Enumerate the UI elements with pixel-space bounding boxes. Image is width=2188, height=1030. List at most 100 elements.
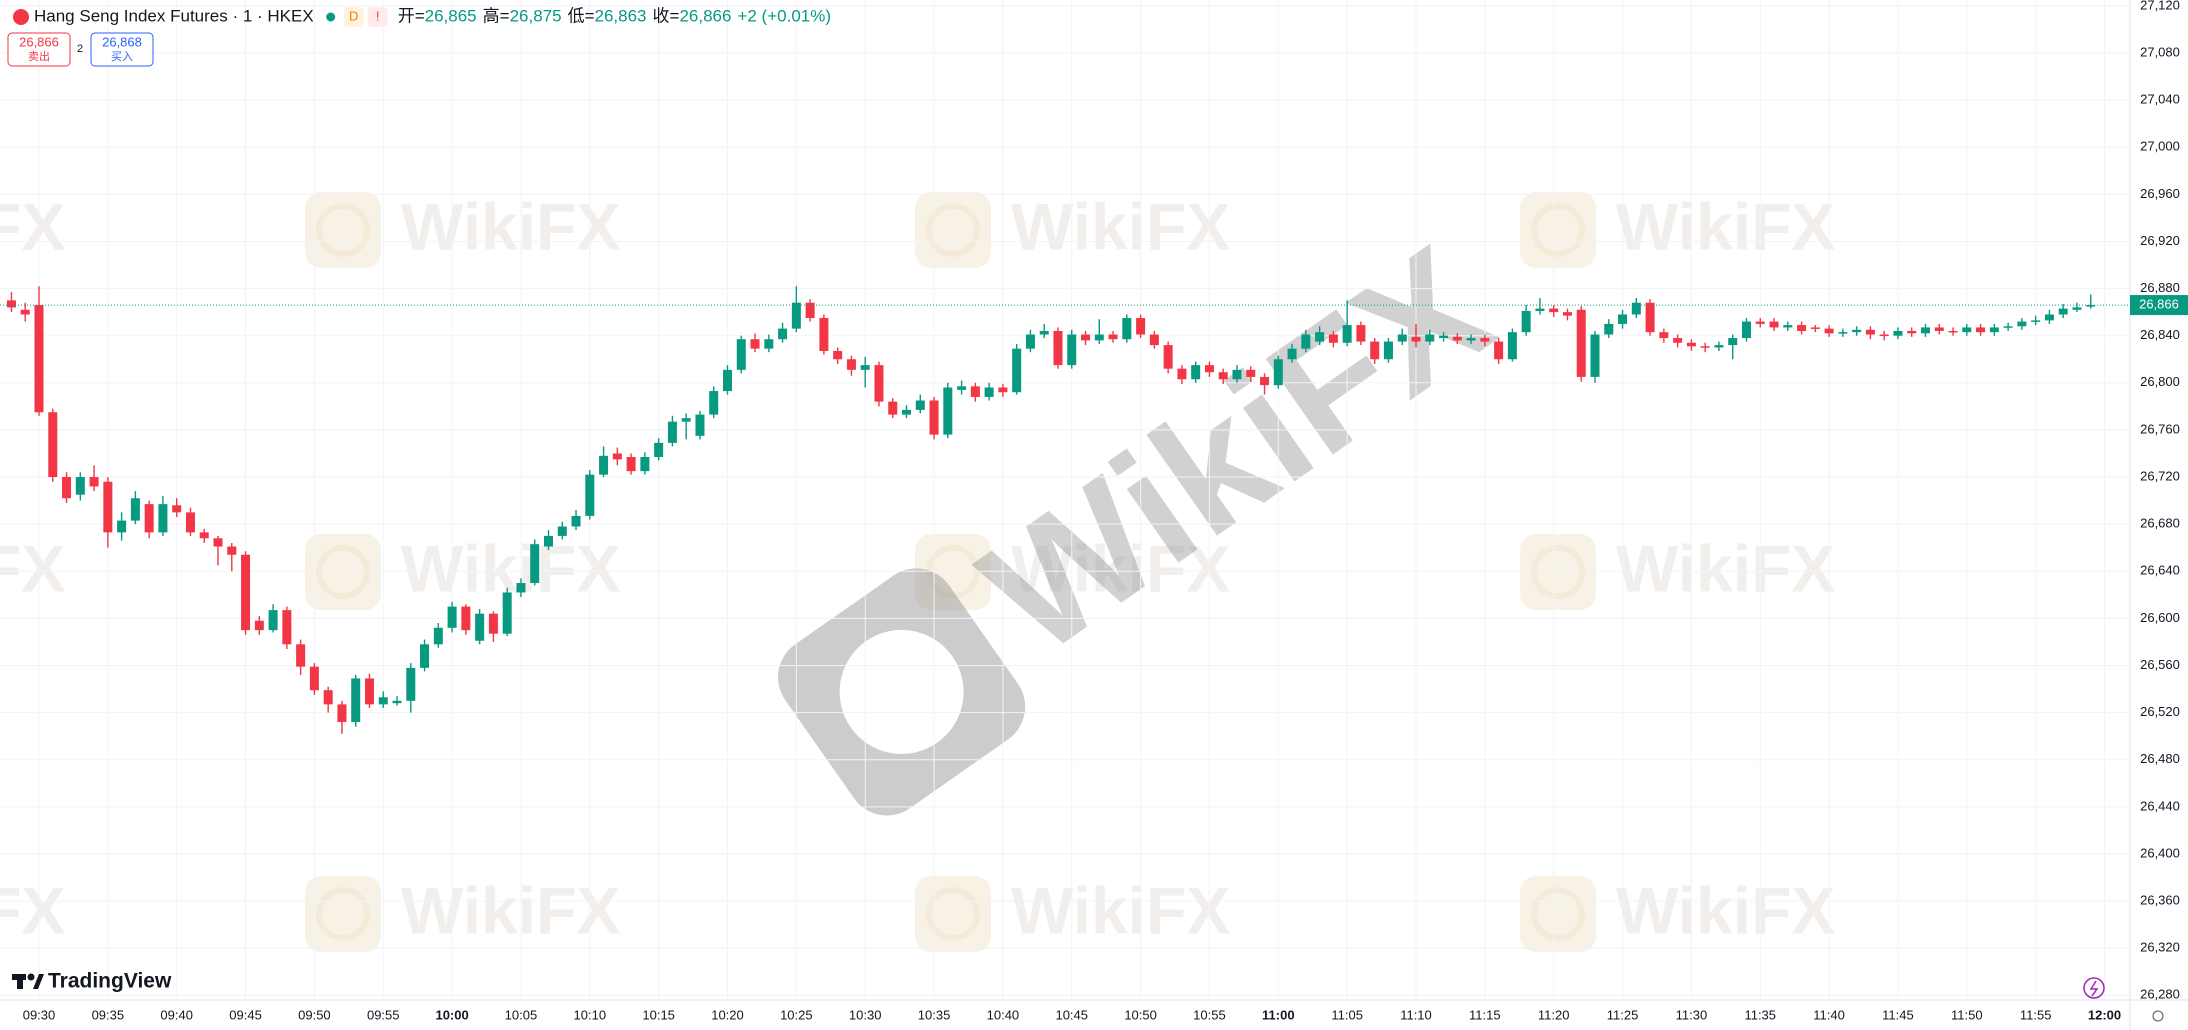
candle-body xyxy=(1797,325,1807,331)
watermark-text: WikiFX xyxy=(951,211,1523,691)
logo-mark xyxy=(17,974,23,989)
candle-body xyxy=(1879,334,1889,337)
candle-body xyxy=(612,453,622,460)
candle-body xyxy=(998,387,1008,393)
watermark-icon xyxy=(316,887,370,941)
sell-label: 卖出 xyxy=(28,49,50,63)
x-tick-label: 11:15 xyxy=(1469,1007,1501,1022)
candle-body xyxy=(984,387,994,397)
candle-body xyxy=(2086,305,2096,307)
watermark-text: WikiFX xyxy=(1011,531,1230,605)
candle-body xyxy=(1824,328,1834,334)
candle-body xyxy=(199,532,209,539)
candle-body xyxy=(1039,330,1049,335)
candle-body xyxy=(158,504,168,533)
y-tick-label: 26,960 xyxy=(2140,186,2180,201)
candle-body xyxy=(378,697,388,705)
candle-body xyxy=(1852,329,1862,333)
watermark-text: WikiFX xyxy=(0,873,65,947)
x-tick-label: 09:40 xyxy=(160,1007,193,1022)
candle-body xyxy=(530,544,540,584)
x-tick-label: 10:00 xyxy=(435,1007,468,1022)
buy-price: 26,868 xyxy=(102,34,142,49)
candle-body xyxy=(392,700,402,704)
candle-body xyxy=(943,387,953,435)
candle-body xyxy=(860,365,870,370)
candle-body xyxy=(1893,330,1903,336)
candle-body xyxy=(1452,336,1462,341)
candle-body xyxy=(516,583,526,593)
candle-body xyxy=(75,477,85,495)
candle-body xyxy=(296,644,306,667)
candle-body xyxy=(736,339,746,370)
candle-body xyxy=(1714,345,1724,348)
watermark-icon xyxy=(926,545,980,599)
symbol-icon[interactable] xyxy=(13,9,29,25)
candle-body xyxy=(1962,327,1972,333)
price-tag-label: 26,866 xyxy=(2139,297,2179,312)
x-tick-label: 12:00 xyxy=(2088,1007,2121,1022)
watermark-icon xyxy=(316,545,370,599)
x-tick-label: 10:45 xyxy=(1055,1007,1088,1022)
candle-body xyxy=(543,535,553,547)
settings-icon[interactable] xyxy=(2152,1010,2164,1022)
watermark-text: WikiFX xyxy=(1011,189,1230,263)
y-tick-label: 27,040 xyxy=(2140,92,2180,107)
buy-button[interactable] xyxy=(90,32,154,67)
candle-body xyxy=(1122,318,1132,340)
candle-body xyxy=(1273,359,1283,386)
y-tick-label: 26,720 xyxy=(2140,468,2180,483)
watermark-icon xyxy=(926,887,980,941)
alert-bg xyxy=(367,7,388,27)
logo-mark xyxy=(33,974,44,989)
candle-body xyxy=(6,300,16,308)
candle-body xyxy=(502,592,512,634)
candle-body xyxy=(461,606,471,631)
candle-body xyxy=(1356,325,1366,342)
candle-body xyxy=(1645,302,1655,333)
candle-body xyxy=(654,442,664,458)
watermark: WikiFX xyxy=(915,873,1230,952)
candle-body xyxy=(20,309,30,315)
candle-body xyxy=(695,414,705,436)
sell-button[interactable] xyxy=(7,32,71,67)
y-tick-label: 26,520 xyxy=(2140,704,2180,719)
candle-body xyxy=(1439,335,1449,339)
candle-body xyxy=(846,359,856,370)
bolt-icon[interactable] xyxy=(2083,977,2105,999)
candle-body xyxy=(1810,327,1820,329)
watermark-large: WikiFX xyxy=(778,211,1523,816)
candle-body xyxy=(185,512,195,533)
watermark-text: WikiFX xyxy=(1616,531,1835,605)
y-tick-label: 26,320 xyxy=(2140,940,2180,955)
tradingview-logo: TradingView xyxy=(12,970,172,993)
candle-body xyxy=(1865,329,1875,335)
candle-body xyxy=(130,498,140,521)
watermark-icon xyxy=(1531,545,1585,599)
y-tick-label: 26,880 xyxy=(2140,280,2180,295)
candle-body xyxy=(764,339,774,349)
candle-body xyxy=(406,667,416,701)
candle-body xyxy=(1976,327,1986,333)
candle-body xyxy=(1287,348,1297,360)
candle-body xyxy=(1081,334,1091,341)
x-tick-label: 11:55 xyxy=(2020,1007,2052,1022)
spread: 2 xyxy=(77,43,83,55)
candle-body xyxy=(1328,334,1338,343)
candle-body xyxy=(1507,332,1517,360)
watermark-text: WikiFX xyxy=(0,189,65,263)
candle-body xyxy=(1191,365,1201,380)
candle-body xyxy=(2058,308,2068,315)
x-tick-label: 11:05 xyxy=(1331,1007,1363,1022)
candle-body xyxy=(1425,334,1435,342)
candles xyxy=(6,286,2096,734)
ohlc-value: 26,865 xyxy=(425,6,477,25)
candle-body xyxy=(1769,321,1779,328)
x-tick-label: 10:50 xyxy=(1124,1007,1157,1022)
x-tick-label: 11:30 xyxy=(1676,1007,1708,1022)
candle-body xyxy=(640,457,650,472)
candle-body xyxy=(447,606,457,628)
y-tick-label: 26,840 xyxy=(2140,327,2180,342)
x-tick-label: 11:35 xyxy=(1744,1007,1776,1022)
